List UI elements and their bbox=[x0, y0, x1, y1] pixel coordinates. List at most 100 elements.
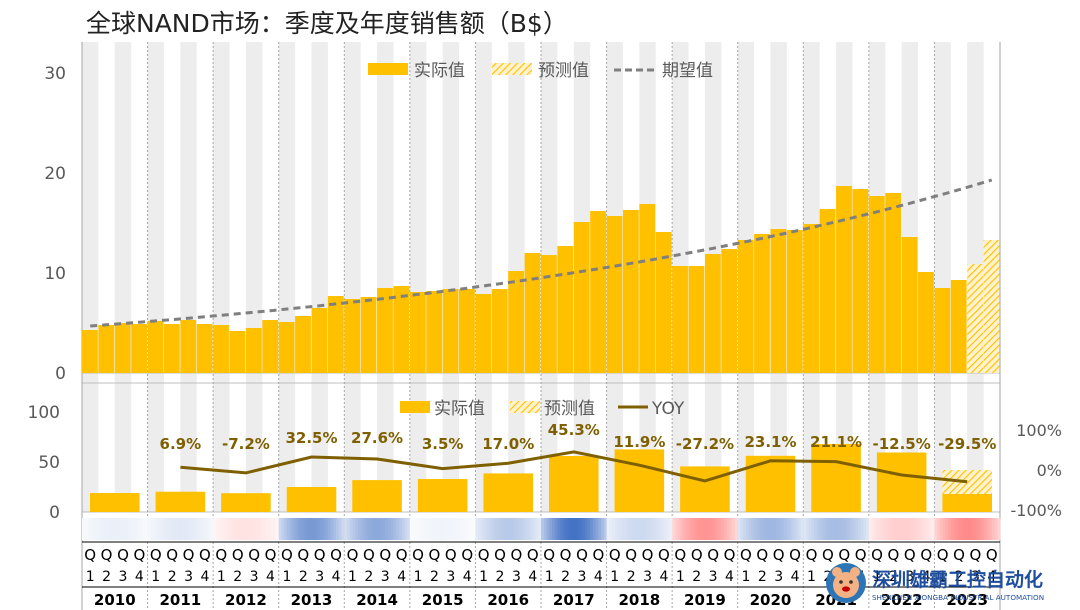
quarter-bar bbox=[327, 296, 344, 373]
heat-cell bbox=[169, 518, 173, 540]
heat-cell bbox=[669, 518, 673, 540]
year-bar bbox=[352, 480, 402, 512]
heat-cell bbox=[770, 518, 774, 540]
heat-cell bbox=[614, 518, 618, 540]
heat-cell bbox=[557, 518, 561, 540]
heat-cell bbox=[663, 518, 668, 540]
quarter-number: 2 bbox=[627, 569, 636, 585]
heat-cell bbox=[896, 518, 900, 540]
quarter-prefix: Q bbox=[543, 546, 555, 564]
legend-forecast-swatch bbox=[510, 401, 540, 413]
heat-cell bbox=[786, 518, 791, 540]
quarter-number: 2 bbox=[561, 569, 570, 585]
heat-cell bbox=[792, 518, 796, 540]
stripe bbox=[82, 42, 99, 512]
heat-cell bbox=[120, 518, 124, 540]
heat-cell bbox=[398, 518, 403, 540]
quarter-bar bbox=[754, 234, 770, 373]
year-bar bbox=[417, 479, 468, 512]
stripe bbox=[377, 42, 394, 512]
heat-cell bbox=[658, 518, 662, 540]
heat-cell bbox=[428, 518, 433, 540]
heat-cell bbox=[759, 518, 763, 540]
heat-cell bbox=[202, 518, 206, 540]
quarter-prefix: Q bbox=[724, 546, 736, 564]
heat-cell bbox=[480, 518, 485, 540]
quarter-prefix: Q bbox=[527, 546, 539, 564]
heat-cell bbox=[833, 518, 837, 540]
heat-cell bbox=[133, 518, 138, 540]
quarter-prefix: Q bbox=[625, 546, 637, 564]
heat-cell bbox=[185, 518, 189, 540]
heat-cell bbox=[816, 518, 821, 540]
heat-cell bbox=[950, 518, 954, 540]
expected-trend-line bbox=[90, 178, 993, 328]
quarter-bar bbox=[475, 294, 492, 373]
quarter-number: 1 bbox=[86, 569, 95, 585]
quarter-bar bbox=[836, 186, 852, 373]
yoy-label: -29.5% bbox=[938, 435, 996, 453]
heat-cell bbox=[155, 518, 159, 540]
heat-cell bbox=[994, 518, 998, 540]
quarter-number: 4 bbox=[266, 569, 275, 585]
heat-cell bbox=[347, 518, 351, 540]
heat-cell bbox=[210, 518, 214, 540]
heat-cell bbox=[912, 518, 916, 540]
quarter-bar bbox=[672, 266, 688, 373]
heat-cell bbox=[647, 518, 651, 540]
quarter-prefix: Q bbox=[674, 546, 686, 564]
heat-cell bbox=[415, 518, 419, 540]
heat-cell bbox=[232, 518, 236, 540]
quarter-number: 1 bbox=[282, 569, 291, 585]
yoy-label: -7.2% bbox=[222, 435, 270, 453]
quarter-prefix: Q bbox=[314, 546, 326, 564]
quarter-bar bbox=[819, 209, 836, 373]
quarter-prefix: Q bbox=[347, 546, 359, 564]
heat-cell bbox=[603, 518, 607, 540]
heat-cell bbox=[437, 518, 441, 540]
heat-cell bbox=[997, 518, 1001, 540]
heat-cell bbox=[721, 518, 725, 540]
year-label: 2020 bbox=[750, 591, 792, 609]
heat-cell bbox=[194, 518, 198, 540]
quarter-bar bbox=[541, 255, 557, 373]
heat-cell bbox=[286, 518, 291, 540]
heat-cell bbox=[595, 518, 599, 540]
quarter-number: 4 bbox=[397, 569, 406, 585]
heat-cell bbox=[98, 518, 102, 540]
heat-cell bbox=[218, 518, 222, 540]
heat-cell bbox=[849, 518, 853, 540]
heat-cell bbox=[519, 518, 523, 540]
quarter-bar bbox=[409, 292, 426, 373]
heat-cell bbox=[863, 518, 867, 540]
quarter-bar bbox=[852, 189, 869, 373]
heat-cell bbox=[740, 518, 744, 540]
heat-cell bbox=[352, 518, 356, 540]
stripe bbox=[114, 42, 132, 512]
heat-cell bbox=[295, 518, 299, 540]
quarter-number: 2 bbox=[364, 569, 373, 585]
quarter-bar bbox=[360, 297, 377, 373]
heat-cell bbox=[497, 518, 501, 540]
chart-title: 全球NAND市场：季度及年度销售额（B$） bbox=[86, 9, 568, 38]
heat-cell bbox=[751, 518, 755, 540]
heat-cell bbox=[713, 518, 717, 540]
heat-cell bbox=[360, 518, 364, 540]
quarter-number: 3 bbox=[643, 569, 652, 585]
y-tick-label: 0 bbox=[49, 503, 60, 523]
quarter-prefix: Q bbox=[855, 546, 867, 564]
axis-tick-labels: 0 10 20 30 0 50 100 100% 0% -100% bbox=[28, 64, 1062, 523]
heat-cell bbox=[898, 518, 903, 540]
yoy-label: 6.9% bbox=[160, 435, 202, 453]
heat-cell bbox=[379, 518, 383, 540]
heat-cell bbox=[718, 518, 722, 540]
quarter-number: 4 bbox=[463, 569, 472, 585]
quarter-number: 1 bbox=[873, 569, 882, 585]
stripe bbox=[409, 42, 427, 512]
quarter-number: 3 bbox=[381, 569, 390, 585]
heat-cell bbox=[469, 518, 474, 540]
heat-cell bbox=[330, 518, 334, 540]
heat-cell bbox=[344, 518, 348, 540]
heat-cell bbox=[773, 518, 777, 540]
heat-cell bbox=[199, 518, 203, 540]
